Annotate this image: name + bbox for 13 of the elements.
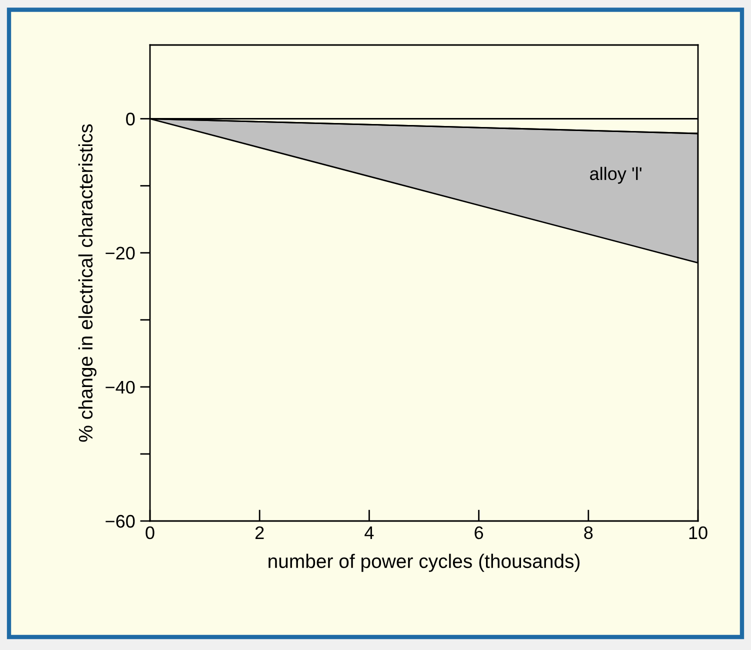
series-label: alloy 'l' <box>590 166 642 184</box>
y-tick-label: −40 <box>106 380 135 394</box>
x-tick-label: 6 <box>474 526 484 540</box>
y-axis-title: % change in electrical characteristics <box>78 124 96 442</box>
x-tick-label: 8 <box>584 526 593 540</box>
y-tick-label: −20 <box>106 246 135 260</box>
x-tick-label: 0 <box>146 526 154 540</box>
x-tick-label: 2 <box>255 526 264 539</box>
y-tick-label: −60 <box>106 514 135 528</box>
x-tick-label: 4 <box>364 526 374 539</box>
x-axis-title: number of power cycles (thousands) <box>268 554 580 572</box>
y-tick-label: 0 <box>126 112 135 126</box>
x-tick-label: 10 <box>689 526 708 540</box>
